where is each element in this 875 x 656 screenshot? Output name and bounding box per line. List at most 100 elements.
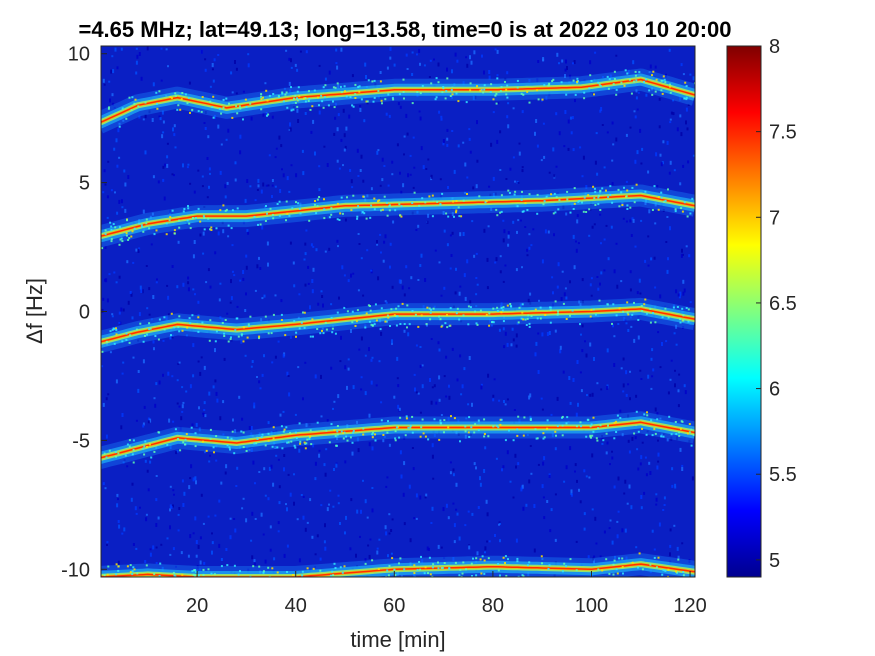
trace-speck — [330, 213, 333, 216]
noise-speck — [250, 539, 253, 542]
noise-speck — [490, 142, 493, 147]
trace-speck — [626, 72, 629, 75]
trace-speck — [398, 436, 401, 439]
noise-speck — [304, 252, 307, 256]
noise-speck — [654, 65, 657, 69]
noise-speck — [609, 519, 612, 522]
noise-speck — [470, 60, 473, 65]
trace-speck — [142, 447, 145, 450]
trace-speck — [277, 579, 279, 581]
noise-speck — [359, 169, 362, 172]
trace-speck — [112, 223, 115, 226]
trace-speck — [343, 431, 346, 434]
noise-speck — [637, 91, 640, 94]
noise-speck — [362, 179, 365, 183]
trace-speck — [569, 211, 572, 214]
trace-speck — [474, 310, 477, 313]
noise-speck — [215, 459, 218, 462]
trace-speck — [205, 449, 208, 452]
noise-speck — [559, 345, 562, 350]
noise-speck — [492, 394, 495, 398]
noise-speck — [169, 485, 172, 488]
noise-speck — [419, 116, 422, 121]
trace-speck — [380, 209, 382, 212]
trace-speck — [429, 580, 431, 582]
noise-speck — [613, 485, 616, 489]
trace-speck — [291, 582, 293, 584]
noise-speck — [448, 384, 450, 388]
trace-speck — [163, 316, 166, 319]
trace-speck — [552, 78, 555, 81]
noise-speck — [241, 507, 244, 510]
noise-speck — [144, 150, 147, 155]
noise-speck — [213, 114, 216, 119]
trace-speck — [446, 326, 449, 329]
trace-speck — [443, 419, 446, 422]
noise-speck — [519, 303, 522, 308]
noise-speck — [593, 223, 596, 226]
noise-speck — [258, 380, 261, 384]
noise-speck — [149, 460, 152, 464]
noise-speck — [447, 417, 450, 422]
trace-speck — [294, 94, 297, 97]
noise-speck — [295, 173, 298, 178]
noise-speck — [488, 70, 491, 74]
noise-speck — [272, 482, 275, 487]
trace-speck — [296, 97, 298, 100]
trace-speck — [330, 207, 333, 210]
noise-speck — [173, 124, 176, 128]
noise-speck — [412, 467, 415, 471]
noise-speck — [669, 552, 671, 557]
trace-speck — [295, 331, 298, 334]
trace-speck — [356, 309, 359, 312]
noise-speck — [429, 59, 432, 62]
trace-speck — [421, 418, 424, 421]
noise-speck — [475, 184, 478, 189]
noise-speck — [554, 447, 557, 451]
trace-speck — [131, 230, 134, 233]
trace-speck — [652, 312, 654, 315]
trace-speck — [276, 203, 279, 205]
noise-speck — [321, 327, 324, 330]
trace-speck — [446, 314, 448, 317]
trace-speck — [186, 219, 189, 222]
trace-speck — [405, 417, 408, 420]
x-axis: 20 40 60 80 100 120 — [186, 571, 707, 617]
trace-speck — [354, 325, 357, 327]
trace-speck — [688, 423, 691, 425]
noise-speck — [634, 159, 637, 164]
noise-speck — [502, 238, 505, 243]
noise-speck — [378, 360, 381, 363]
noise-speck — [152, 175, 155, 179]
trace-speck — [692, 433, 695, 436]
noise-speck — [118, 199, 121, 204]
trace-speck — [502, 320, 505, 323]
noise-speck — [548, 171, 551, 174]
noise-speck — [187, 276, 190, 280]
noise-speck — [106, 216, 109, 219]
noise-speck — [139, 506, 141, 509]
trace-speck — [587, 194, 590, 197]
noise-speck — [181, 404, 184, 409]
trace-speck — [364, 562, 367, 565]
noise-speck — [558, 131, 561, 136]
noise-speck — [157, 516, 160, 520]
trace-speck — [649, 563, 652, 566]
trace-speck — [660, 89, 663, 92]
noise-speck — [130, 292, 133, 297]
noise-speck — [337, 502, 340, 505]
trace-speck — [260, 98, 263, 100]
noise-speck — [391, 285, 394, 289]
noise-speck — [616, 520, 619, 523]
noise-speck — [640, 506, 643, 510]
trace-speck — [258, 335, 261, 338]
noise-speck — [147, 417, 150, 421]
trace-speck — [180, 98, 183, 101]
trace-speck — [446, 580, 448, 582]
trace-speck — [194, 217, 197, 219]
trace-speck — [148, 443, 151, 446]
noise-speck — [669, 118, 672, 121]
noise-speck — [342, 108, 345, 113]
trace-speck — [529, 419, 532, 421]
trace-speck — [272, 313, 275, 316]
